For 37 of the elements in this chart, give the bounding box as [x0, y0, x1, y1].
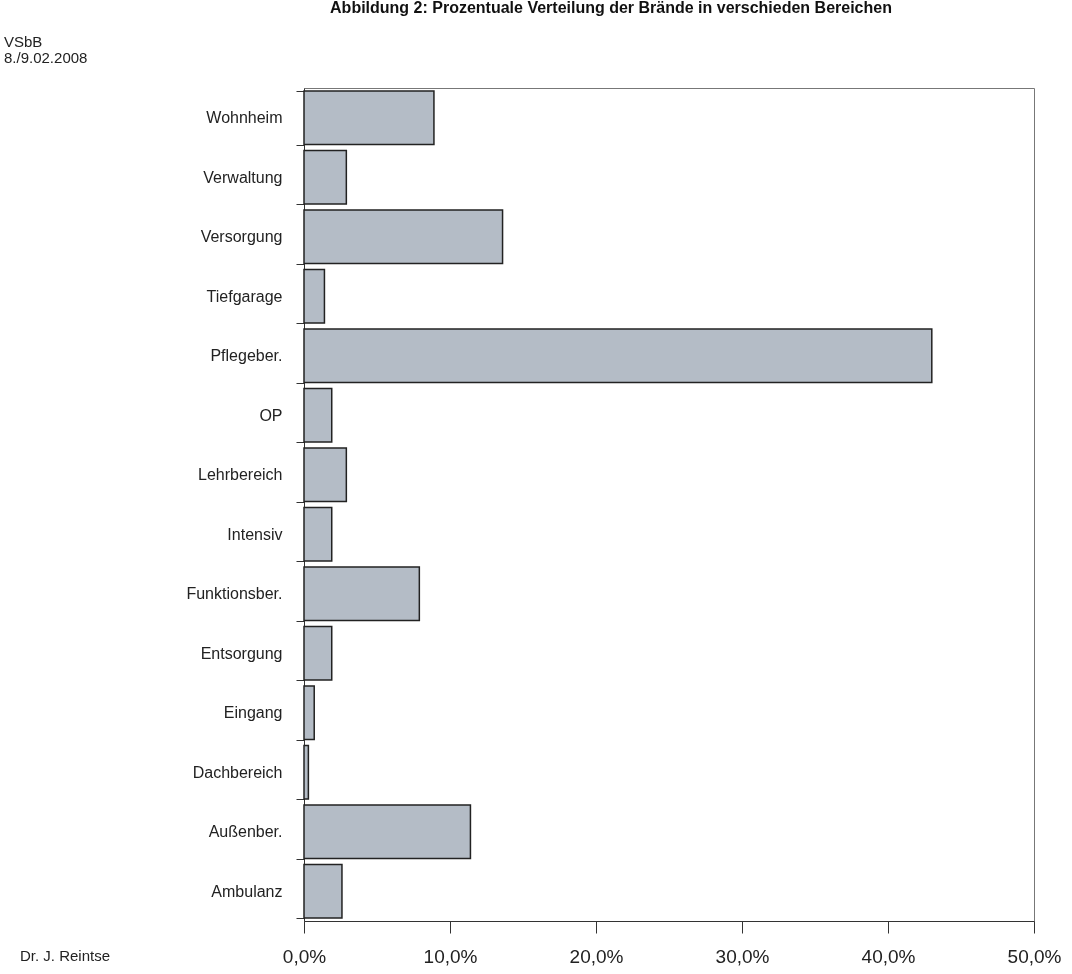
y-tick-label: Ambulanz: [211, 882, 283, 900]
bar: [303, 744, 310, 800]
y-tick-label: Dachbereich: [192, 763, 283, 781]
y-tick-label: Außenber.: [208, 823, 283, 841]
bar: [303, 804, 472, 860]
y-tick-label: Funktionsber.: [186, 585, 283, 603]
bar: [303, 328, 933, 384]
text: VSbB 8./9.02.2008: [4, 33, 88, 66]
y-tick-label: Verwaltung: [203, 168, 283, 186]
bar: [303, 149, 348, 205]
bar: [303, 566, 421, 622]
bar: [303, 506, 333, 562]
y-tick-label: Wohnheim: [206, 109, 283, 127]
x-tick-label: 40,0%: [861, 945, 916, 967]
y-tick-label: Versorgung: [200, 228, 283, 246]
x-tick-label: 30,0%: [715, 945, 770, 967]
bar: [303, 863, 343, 919]
y-tick-label: Lehrbereich: [198, 466, 283, 484]
x-tick-label: 20,0%: [569, 945, 624, 967]
y-tick-label: Tiefgarage: [206, 287, 283, 305]
x-tick-label: 0,0%: [282, 945, 327, 967]
y-tick-label: Entsorgung: [200, 644, 283, 662]
bar: [303, 387, 333, 443]
bar: [303, 625, 333, 681]
y-tick-label: OP: [259, 406, 283, 424]
x-tick-label: 50,0%: [1007, 945, 1062, 967]
chart-title: Abbildung 2: Prozentuale Verteilung der Brände in verschieden Bereichen: [330, 0, 892, 16]
x-tick-label: 10,0%: [423, 945, 478, 967]
bar: [303, 447, 348, 503]
text: Dr. J. Reintse: [20, 947, 111, 964]
y-tick-label: Eingang: [223, 704, 283, 722]
y-tick-label: Intensiv: [227, 525, 283, 543]
y-tick-label: Pflegeber.: [210, 347, 283, 365]
bar: [303, 685, 315, 741]
bar: [303, 209, 504, 265]
bar: [303, 90, 435, 146]
bar: [303, 268, 326, 324]
